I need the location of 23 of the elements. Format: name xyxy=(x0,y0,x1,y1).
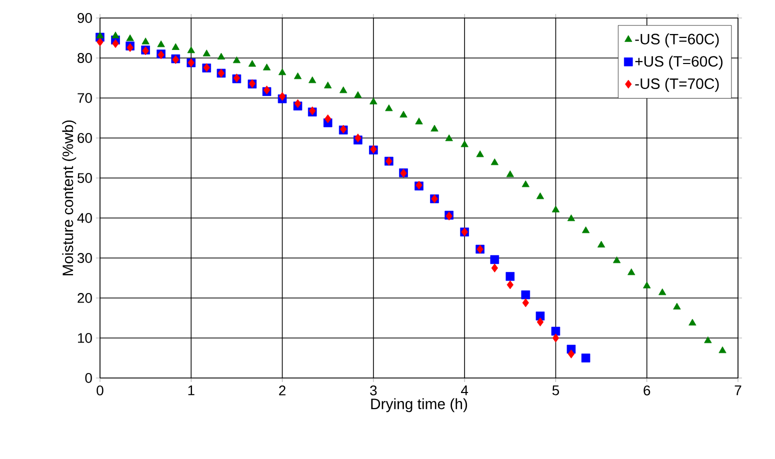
x-tick-label: 2 xyxy=(279,386,286,396)
x-tick-label: 7 xyxy=(734,386,742,396)
y-tick-label: 10 xyxy=(78,333,92,343)
x-tick-label: 4 xyxy=(461,386,468,396)
legend-label: +US (T=60C) xyxy=(635,56,722,70)
y-tick-label: 20 xyxy=(78,293,92,303)
x-axis-title: Drying time (h) xyxy=(371,398,468,412)
legend-label: -US (T=60C) xyxy=(635,33,719,48)
x-tick-label: 6 xyxy=(644,386,650,396)
y-tick-label: 0 xyxy=(85,373,92,383)
x-tick-label: 5 xyxy=(552,386,560,396)
x-tick-label: 1 xyxy=(188,386,194,396)
y-tick-label: 70 xyxy=(78,93,92,103)
y-tick-label: 80 xyxy=(78,53,92,63)
x-tick-label: 0 xyxy=(96,386,104,396)
y-axis-title: Moisture content (%wb) xyxy=(62,120,76,276)
y-tick-label: 90 xyxy=(78,13,92,23)
y-tick-label: 60 xyxy=(78,133,92,143)
x-tick-label: 3 xyxy=(370,386,377,396)
y-tick-label: 30 xyxy=(78,253,92,263)
legend-label: -US (T=70C) xyxy=(635,78,719,92)
y-tick-label: 50 xyxy=(78,173,92,183)
y-tick-label: 40 xyxy=(77,213,92,223)
